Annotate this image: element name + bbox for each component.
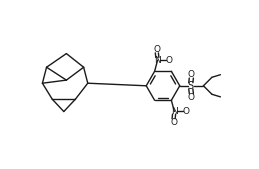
Text: O: O bbox=[182, 107, 189, 116]
Text: O: O bbox=[188, 70, 195, 79]
Text: N: N bbox=[154, 56, 161, 65]
Text: O: O bbox=[170, 118, 177, 127]
Text: O: O bbox=[166, 56, 172, 65]
Text: O: O bbox=[154, 45, 161, 54]
Text: O: O bbox=[188, 93, 195, 102]
Text: N: N bbox=[171, 107, 178, 116]
Text: S: S bbox=[188, 81, 194, 91]
